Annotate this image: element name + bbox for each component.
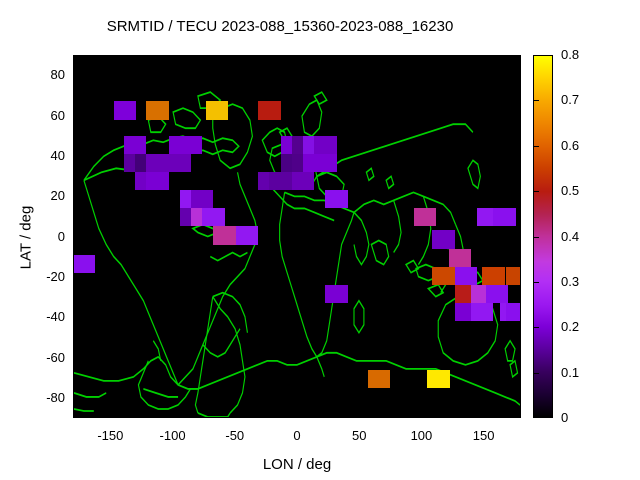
y-tick-label: 40: [50, 147, 65, 163]
data-cell: [258, 101, 281, 120]
data-cell: [190, 190, 214, 209]
x-tick-label: -50: [225, 428, 245, 443]
data-cell: [113, 101, 137, 120]
y-tick-label: -60: [46, 349, 65, 365]
colorbar-tick-label: 0.5: [561, 183, 580, 199]
data-cell: [205, 101, 229, 120]
x-tick-mark: [297, 413, 298, 418]
data-cell: [146, 101, 169, 120]
data-cell: [269, 171, 292, 191]
y-tick-mark: [73, 236, 78, 238]
colorbar-tick-mark: [534, 100, 539, 102]
y-tick-label: -40: [46, 309, 65, 325]
x-tick-mark: [234, 413, 236, 418]
y-tick-mark: [73, 397, 78, 399]
data-cell: [123, 135, 147, 154]
colorbar-tick-mark: [534, 417, 539, 418]
x-tick-mark: [359, 413, 361, 418]
colorbar-tick-mark: [534, 55, 539, 56]
data-cell-layer: [74, 56, 520, 417]
x-tick-label: -150: [97, 428, 124, 443]
y-tick-mark: [73, 196, 78, 198]
colorbar-tick-label: 0.8: [561, 47, 580, 62]
y-tick-mark: [73, 155, 78, 157]
x-tick-label: 50: [351, 428, 367, 443]
data-cell: [505, 266, 520, 285]
data-cell: [432, 230, 455, 249]
data-cell: [482, 266, 505, 285]
data-cell: [432, 266, 455, 285]
colorbar-tick-mark: [534, 145, 539, 147]
colorbar-tick-label: 0: [561, 410, 569, 425]
data-cell: [505, 303, 520, 322]
data-cell: [314, 153, 337, 172]
data-cell: [413, 208, 437, 227]
x-tick-mark: [483, 413, 485, 418]
data-cell: [367, 369, 391, 388]
data-cell: [485, 284, 509, 304]
data-cell: [314, 135, 337, 154]
x-tick-label: 100: [410, 428, 433, 443]
data-cell: [168, 153, 191, 172]
data-cell: [325, 190, 348, 209]
data-cell: [325, 284, 348, 304]
colorbar-tick-mark: [534, 191, 539, 193]
colorbar-tick-mark: [534, 327, 539, 329]
data-cell: [291, 171, 315, 191]
y-tick-mark: [73, 317, 78, 319]
colorbar-tick-label: 0.2: [561, 319, 580, 335]
data-cell: [427, 369, 450, 388]
colorbar-tick-mark: [534, 281, 539, 283]
x-axis-label: LON / deg: [262, 456, 332, 473]
colorbar-tick-mark: [534, 236, 539, 238]
colorbar-tick-label: 0.6: [561, 137, 580, 153]
x-tick-mark: [421, 413, 423, 418]
data-cell: [179, 135, 203, 154]
y-tick-label: 20: [50, 188, 65, 204]
y-tick-label: 0: [57, 228, 65, 244]
y-tick-label: -20: [46, 268, 65, 284]
x-tick-mark: [110, 413, 112, 418]
data-cell: [454, 266, 478, 285]
page-title: SRMTID / TECU 2023-088_15360-2023-088_16…: [106, 18, 454, 35]
data-cell: [448, 248, 471, 267]
map-plot-area: [73, 55, 521, 418]
y-tick-label: 60: [50, 107, 65, 123]
y-tick-mark: [73, 276, 78, 278]
x-tick-mark: [172, 413, 174, 418]
colorbar-tick-label: 0.4: [561, 228, 580, 244]
y-tick-mark: [73, 115, 78, 117]
x-tick-label: 0: [293, 428, 301, 443]
data-cell: [202, 208, 225, 227]
data-cell: [74, 254, 96, 273]
colorbar-tick-mark: [534, 372, 539, 374]
x-tick-label: -100: [159, 428, 186, 443]
colorbar-tick-label: 0.1: [561, 364, 580, 380]
colorbar-tick-label: 0.3: [561, 273, 580, 289]
data-cell: [493, 208, 516, 227]
x-tick-label: 150: [472, 428, 495, 443]
y-tick-label: -80: [46, 389, 65, 405]
data-cell: [470, 303, 494, 322]
colorbar: 0 0.1 0.2 0.3 0.4 0.5 0.6 0.7 0.8: [533, 48, 579, 424]
y-tick-label: 80: [50, 67, 65, 83]
data-cell: [146, 171, 169, 191]
y-tick-mark: [73, 357, 78, 359]
y-tick-mark: [73, 75, 78, 77]
data-cell: [213, 226, 236, 245]
colorbar-tick-label: 0.7: [561, 92, 580, 108]
data-cell: [235, 226, 259, 245]
